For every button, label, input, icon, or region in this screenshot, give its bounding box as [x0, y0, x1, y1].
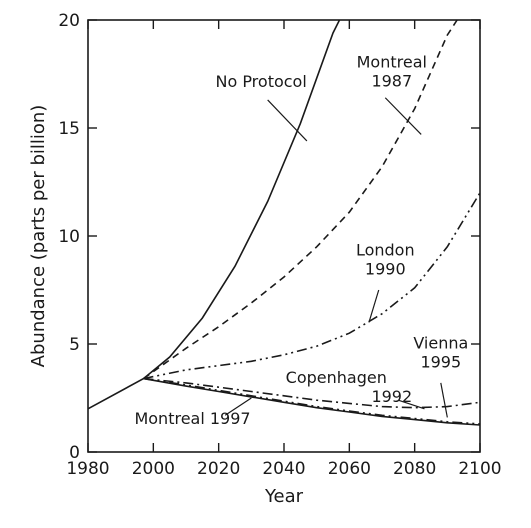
annotation-label: Copenhagen — [286, 368, 387, 387]
annotation-label: London — [356, 240, 415, 259]
annotation-label: Montreal — [357, 53, 427, 72]
annotation: No Protocol — [215, 72, 308, 142]
annotation-label: No Protocol — [215, 72, 306, 91]
series-lines — [87, 19, 481, 426]
annotation-leader-line — [384, 97, 422, 135]
x-tick-label: 2040 — [262, 459, 305, 479]
series-line-london-1990 — [143, 192, 481, 380]
annotation-label: 1990 — [365, 259, 406, 278]
x-tick-label: 2060 — [328, 459, 371, 479]
series-line-montreal-1997 — [143, 377, 481, 426]
annotation-leader-line — [440, 382, 448, 418]
x-tick-label: 2000 — [132, 459, 175, 479]
annotation-label: 1987 — [371, 72, 412, 91]
annotation-label: 1995 — [420, 352, 461, 371]
y-tick-label: 10 — [58, 227, 80, 247]
x-tick-label: 2080 — [393, 459, 436, 479]
y-tick-label: 5 — [69, 335, 80, 355]
x-axis-title: Year — [264, 486, 304, 507]
x-tick-label: 2100 — [458, 459, 501, 479]
annotations: No ProtocolMontreal1987London1990Vienna1… — [134, 53, 468, 428]
annotation-leader-line — [368, 289, 380, 323]
axis-ticks: 1980 2000 2020 2040 2060 2080 2100 0 5 10 15 20 — [58, 11, 501, 479]
annotation-leader-line — [267, 99, 308, 142]
y-axis-title: Abundance (parts per billion) — [28, 105, 49, 368]
series-line-montreal-1987 — [143, 19, 458, 380]
x-tick-label: 2020 — [197, 459, 240, 479]
y-tick-label: 20 — [58, 11, 80, 31]
annotation-label: Montreal 1997 — [134, 409, 250, 428]
annotation: Montreal 1997 — [134, 397, 252, 428]
annotation-leader-line — [398, 399, 425, 410]
series-line-copenhagen-1992 — [143, 377, 481, 409]
series-line-no-protocol — [87, 19, 341, 410]
annotation-label: Vienna — [413, 333, 468, 352]
x-tick-label: 1980 — [66, 459, 109, 479]
y-tick-label: 15 — [58, 119, 80, 139]
y-tick-label: 0 — [69, 443, 80, 463]
annotation-leader-line — [224, 397, 252, 416]
